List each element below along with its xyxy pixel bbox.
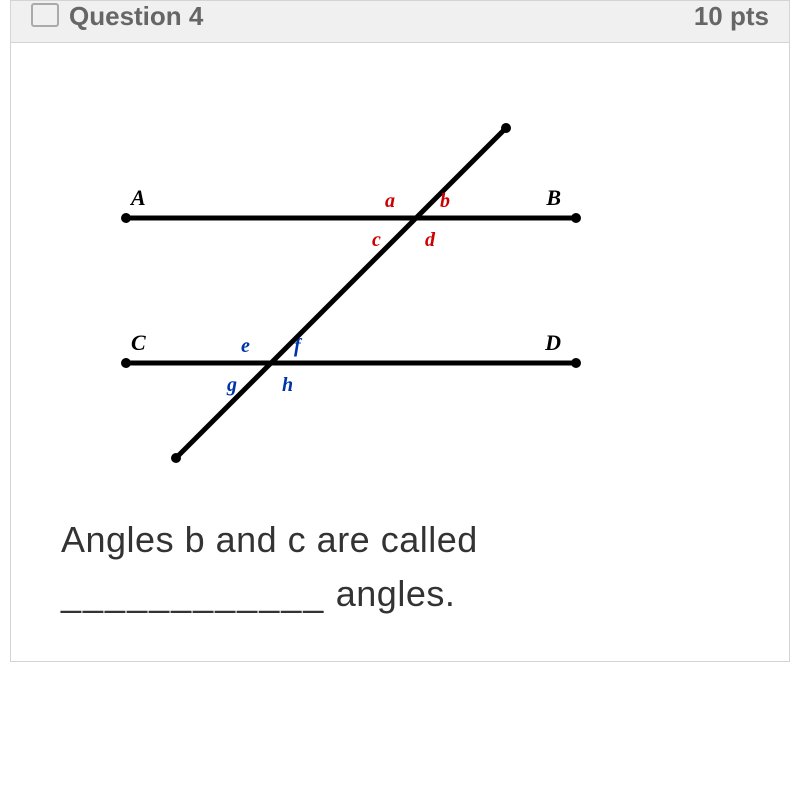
angle-f: f <box>294 335 303 357</box>
points-label: 10 pts <box>694 1 769 32</box>
label-a: A <box>129 185 146 210</box>
angle-h: h <box>282 374 293 396</box>
transversal-diagram: A B C D a b c d e f g <box>71 103 631 483</box>
bookmark-icon[interactable] <box>31 3 59 27</box>
header-left: Question 4 <box>31 1 203 32</box>
question-header: Question 4 10 pts <box>11 1 789 43</box>
question-text: Angles b and c are called ____________ a… <box>61 513 759 621</box>
question-body: A B C D a b c d e f g <box>11 43 789 661</box>
endpoint-b <box>571 213 581 223</box>
angle-c: c <box>372 229 381 251</box>
question-container: Question 4 10 pts A B C D <box>10 0 790 662</box>
angle-e: e <box>241 335 250 357</box>
endpoint-a <box>121 213 131 223</box>
endpoint-low <box>171 453 181 463</box>
fill-blank[interactable]: ____________ <box>61 573 325 614</box>
question-title: Question 4 <box>69 1 203 32</box>
endpoint-high <box>501 123 511 133</box>
angle-b: b <box>440 190 450 212</box>
endpoint-c <box>121 358 131 368</box>
question-suffix: angles. <box>325 573 455 614</box>
label-d-cap: D <box>544 330 561 355</box>
label-b-cap: B <box>545 185 561 210</box>
endpoint-d <box>571 358 581 368</box>
angle-a: a <box>385 190 395 212</box>
diagram-container: A B C D a b c d e f g <box>71 103 631 483</box>
question-line1: Angles b and c are called <box>61 519 478 560</box>
line-transversal <box>176 128 506 458</box>
label-c-cap: C <box>131 330 146 355</box>
angle-d: d <box>425 229 436 251</box>
angle-g: g <box>226 374 237 396</box>
